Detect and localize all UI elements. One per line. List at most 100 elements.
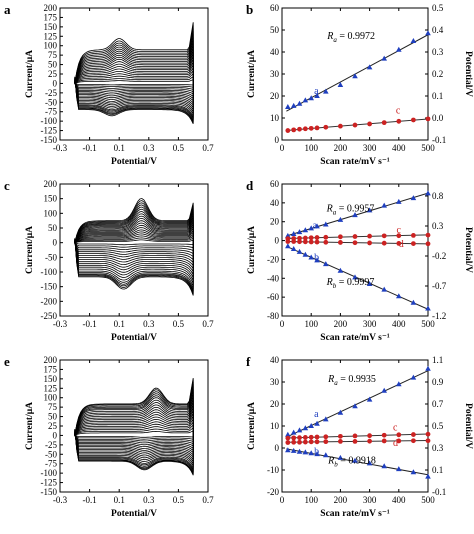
data-point-circle — [314, 235, 320, 240]
series-label: a — [314, 86, 319, 97]
data-point-circle — [381, 432, 387, 438]
x-tick-label: 0.7 — [202, 319, 214, 329]
y-tick-label: -20 — [267, 487, 279, 497]
data-point-triangle — [425, 190, 431, 196]
data-point-circle — [302, 435, 308, 440]
y-tick-label: -25 — [45, 440, 57, 450]
data-point-circle — [396, 432, 402, 438]
data-point-circle — [425, 431, 431, 437]
y-tick-label: -25 — [45, 88, 57, 98]
y-axis-label: Current/μA — [25, 226, 35, 274]
y-tick-label: 30 — [270, 69, 280, 79]
data-point-triangle — [337, 409, 344, 415]
y2-tick-label: -0.7 — [432, 281, 447, 291]
data-point-triangle — [381, 463, 387, 469]
y-tick-label: 50 — [48, 60, 58, 70]
data-point-triangle — [352, 73, 358, 79]
x-tick-label: 0.3 — [143, 143, 155, 153]
panel-e: -0.3 -0.1 0.1 0.3 0.5 0.7 -150-125-100-75-50-2… — [4, 354, 214, 519]
y-tick-label: 20 — [270, 91, 280, 101]
data-point-triangle — [425, 473, 431, 479]
y-tick-label: 0 — [275, 443, 280, 453]
y-tick-label: 150 — [44, 22, 58, 32]
r-squared-annotation: Ra = 0.9935 — [327, 374, 376, 387]
series-label: b — [314, 447, 319, 458]
data-point-triangle — [285, 447, 291, 453]
data-point-circle — [308, 125, 314, 131]
y-axis-label: Current/μA — [25, 402, 35, 450]
x-tick-label: 0.3 — [143, 495, 155, 505]
data-point-triangle — [308, 95, 314, 101]
data-point-circle — [308, 235, 314, 241]
data-point-triangle — [396, 466, 402, 472]
y-tick-label: -150 — [41, 135, 58, 145]
y-tick-label: 200 — [44, 355, 58, 365]
data-point-circle — [302, 126, 308, 132]
data-point-triangle — [323, 221, 329, 227]
data-point-circle — [411, 438, 416, 444]
panel-a: -0.3 -0.1 0.1 0.3 0.5 0.7 -150-125-100-75-50-2… — [4, 2, 214, 167]
y-tick-label: -75 — [45, 107, 57, 117]
panel-label: b — [246, 2, 253, 17]
y2-tick-label: -0.1 — [432, 487, 446, 497]
data-point-triangle — [290, 429, 297, 435]
x-axis-label: Scan rate/mV s⁻¹ — [320, 157, 390, 167]
x-tick-label: 400 — [392, 143, 406, 153]
data-point-circle — [297, 239, 302, 245]
panel-label: c — [4, 178, 10, 193]
data-point-circle — [314, 439, 320, 445]
data-point-triangle — [323, 88, 329, 94]
data-point-triangle — [396, 46, 402, 52]
cv-curve — [74, 391, 194, 468]
data-point-circle — [323, 434, 329, 440]
data-point-triangle — [366, 64, 373, 70]
series-label: b — [314, 252, 319, 263]
data-point-circle — [381, 120, 387, 126]
y-tick-label: 200 — [44, 3, 58, 13]
data-point-triangle — [352, 274, 358, 280]
y-tick-label: 10 — [270, 113, 280, 123]
x-tick-label: 100 — [304, 319, 318, 329]
panel-label: d — [246, 178, 254, 193]
data-point-triangle — [396, 198, 402, 204]
data-point-triangle — [381, 55, 387, 61]
y-tick-label: 200 — [44, 179, 58, 189]
x-tick-label: 0.7 — [202, 143, 214, 153]
data-point-circle — [425, 438, 431, 444]
y-tick-label: -250 — [41, 311, 58, 321]
panel-label: e — [4, 354, 10, 369]
y-tick-label: 25 — [48, 69, 58, 79]
data-point-circle — [297, 439, 302, 445]
data-point-circle — [285, 128, 291, 133]
data-point-circle — [308, 434, 314, 440]
y-tick-label: 75 — [48, 402, 58, 412]
panel-f: 0 100 200 300 400 500 -20 -10 0 10 20 30 40 Scan rate… — [246, 354, 473, 519]
data-point-triangle — [308, 423, 314, 428]
data-point-triangle — [290, 447, 297, 453]
y-tick-label: 175 — [44, 364, 58, 374]
data-point-triangle — [290, 102, 297, 108]
y2-tick-label: 0.5 — [432, 421, 444, 431]
x-tick-label: 500 — [421, 143, 435, 153]
x-tick-label: 0 — [280, 319, 285, 329]
data-point-circle — [396, 233, 402, 239]
panel-label: f — [246, 354, 251, 369]
data-point-triangle — [352, 457, 358, 463]
data-point-triangle — [314, 420, 320, 426]
data-point-circle — [302, 439, 308, 445]
y2-tick-label: 0.5 — [432, 3, 444, 13]
r-squared-annotation: Rb = 0.9997 — [326, 277, 375, 290]
data-point-triangle — [323, 261, 329, 267]
data-point-triangle — [285, 243, 291, 249]
data-point-triangle — [410, 299, 417, 305]
data-point-triangle — [314, 223, 320, 229]
data-point-circle — [352, 234, 358, 239]
series-label: a — [313, 220, 318, 231]
data-point-circle — [396, 118, 402, 124]
cv-curve — [74, 430, 194, 438]
data-point-circle — [314, 434, 320, 440]
data-point-triangle — [381, 286, 387, 292]
y-tick-label: 175 — [44, 12, 58, 22]
y-tick-label: 20 — [270, 217, 280, 227]
